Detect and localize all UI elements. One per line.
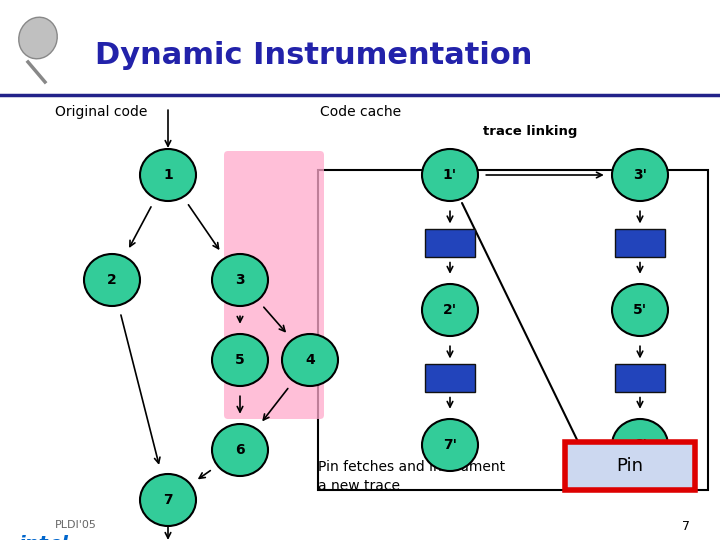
Ellipse shape (612, 284, 668, 336)
Text: 7: 7 (682, 520, 690, 533)
Text: trace linking: trace linking (483, 125, 577, 138)
Text: 7: 7 (163, 493, 173, 507)
Text: 4: 4 (305, 353, 315, 367)
Text: Code cache: Code cache (320, 105, 401, 119)
Ellipse shape (140, 474, 196, 526)
Text: 2: 2 (107, 273, 117, 287)
Text: 3: 3 (235, 273, 245, 287)
Bar (425, 229, 475, 257)
Text: Original code: Original code (55, 105, 148, 119)
Text: 2': 2' (443, 303, 457, 317)
Text: PLDI'05: PLDI'05 (55, 520, 97, 530)
Text: 5: 5 (235, 353, 245, 367)
Ellipse shape (422, 149, 478, 201)
FancyBboxPatch shape (224, 151, 324, 419)
Ellipse shape (140, 149, 196, 201)
Text: 6: 6 (235, 443, 245, 457)
Text: 1': 1' (443, 168, 457, 182)
Text: Dynamic Instrumentation: Dynamic Instrumentation (95, 40, 532, 70)
Ellipse shape (612, 419, 668, 471)
Bar (565, 442, 695, 490)
Text: 7': 7' (443, 438, 457, 452)
Text: el: el (48, 535, 68, 540)
Ellipse shape (612, 149, 668, 201)
Ellipse shape (422, 284, 478, 336)
Text: 1: 1 (163, 168, 173, 182)
Text: Pin: Pin (616, 457, 644, 475)
Ellipse shape (212, 424, 268, 476)
Bar (318, 170, 708, 490)
Text: Pin fetches and instrument
a new trace: Pin fetches and instrument a new trace (318, 460, 505, 494)
Ellipse shape (212, 334, 268, 386)
Text: 6': 6' (633, 438, 647, 452)
Text: 5': 5' (633, 303, 647, 317)
Ellipse shape (422, 419, 478, 471)
Text: int: int (18, 535, 48, 540)
Bar (615, 229, 665, 257)
Ellipse shape (84, 254, 140, 306)
Ellipse shape (19, 17, 58, 59)
Ellipse shape (282, 334, 338, 386)
Ellipse shape (212, 254, 268, 306)
Bar (615, 364, 665, 392)
Bar (425, 364, 475, 392)
Text: .: . (61, 530, 69, 540)
Text: 3': 3' (633, 168, 647, 182)
